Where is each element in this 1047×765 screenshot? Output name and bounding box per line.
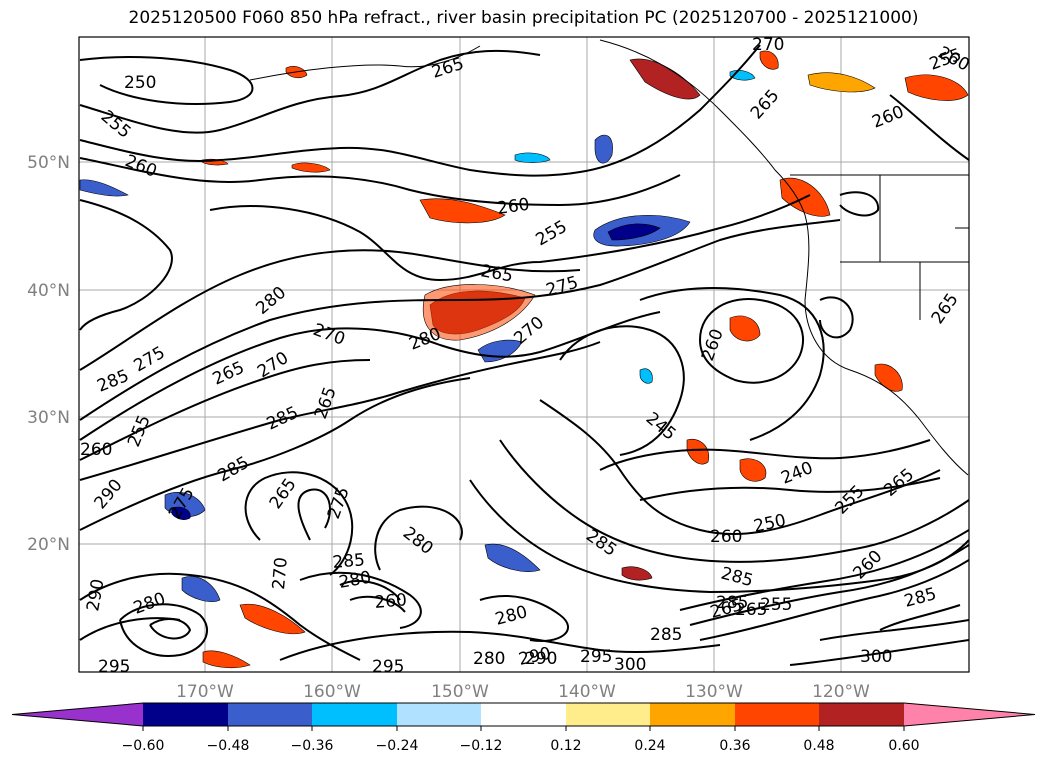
colorbar-tick-label: −0.12 — [460, 738, 503, 754]
contour-label: 290 — [525, 649, 557, 669]
lon-label: 170°W — [176, 682, 234, 702]
contour-label: 265 — [735, 600, 767, 620]
colorbar-tick-label: 0.12 — [550, 738, 581, 754]
contour-label: 250 — [124, 73, 156, 93]
contour-label: 295 — [580, 647, 612, 667]
colorbar-ticks: −0.60 −0.48 −0.36 −0.24 −0.12 0.12 0.24 … — [122, 738, 920, 754]
colorbar-cell — [397, 703, 481, 726]
contour-label: 300 — [860, 647, 892, 667]
lon-label: 160°W — [303, 682, 361, 702]
precip-blob — [739, 458, 767, 482]
contour-label: 285 — [650, 625, 682, 645]
colorbar-cell — [312, 703, 397, 726]
precip-blob — [181, 576, 221, 602]
contour-label: 260 — [374, 590, 408, 613]
precip-blob — [621, 566, 653, 581]
contour-label: 300 — [614, 655, 646, 675]
precip-blob — [239, 603, 306, 635]
precip-blob — [419, 198, 506, 224]
colorbar-cells — [11, 702, 1036, 731]
colorbar-tick-label: 0.60 — [888, 738, 919, 754]
contour-label: 270 — [269, 556, 292, 590]
contour-label: 260 — [710, 527, 742, 547]
precip-blob — [79, 179, 129, 197]
colorbar-over-extend — [904, 703, 1035, 726]
precip-blob — [202, 650, 251, 669]
contour-label: 295 — [98, 657, 130, 677]
precip-blob — [607, 223, 661, 241]
lat-label: 20°N — [27, 535, 70, 555]
colorbar-tick-label: −0.36 — [291, 738, 334, 754]
precip-blob — [514, 152, 551, 163]
lat-label: 30°N — [27, 408, 70, 428]
precip-blob — [904, 74, 969, 101]
precip-blob — [686, 438, 710, 465]
precip-blob — [171, 506, 191, 520]
colorbar-cell — [735, 703, 819, 726]
contour-label: 280 — [473, 649, 505, 669]
colorbar-tick-label: 0.48 — [803, 738, 834, 754]
contour-label: 295 — [372, 657, 404, 677]
precip-blob — [759, 50, 779, 70]
colorbar-cell — [650, 703, 735, 726]
latitude-labels: 50°N 40°N 30°N 20°N — [27, 153, 70, 555]
colorbar-cell — [143, 703, 228, 726]
contour-label: 285 — [332, 550, 366, 573]
lon-label: 130°W — [685, 682, 743, 702]
refractivity-contours — [79, 44, 969, 666]
precip-blob — [629, 58, 701, 100]
colorbar-tick-label: −0.48 — [207, 738, 250, 754]
colorbar-tick-label: 0.36 — [719, 738, 750, 754]
longitude-labels: 170°W 160°W 150°W 140°W 130°W 120°W — [176, 682, 870, 702]
colorbar-tick-label: −0.60 — [122, 738, 165, 754]
lat-label: 40°N — [27, 281, 70, 301]
precip-blob — [484, 543, 541, 572]
coastlines — [249, 39, 969, 476]
colorbar-cell — [566, 703, 650, 726]
precip-blob — [594, 134, 613, 164]
chart-title: 2025120500 F060 850 hPa refract., river … — [128, 8, 919, 28]
lat-label: 50°N — [27, 153, 70, 173]
colorbar-cell — [819, 703, 904, 726]
lon-label: 140°W — [558, 682, 616, 702]
precip-blob — [807, 72, 876, 93]
contour-label: 255 — [760, 595, 792, 615]
colorbar-under-extend — [12, 703, 143, 726]
colorbar-tick-label: 0.24 — [634, 738, 665, 754]
colorbar-cell — [481, 703, 566, 726]
precip-blob — [639, 368, 653, 384]
precip-blob — [729, 315, 761, 342]
contour-label: 285 — [716, 593, 748, 613]
contour-label: 270 — [752, 35, 784, 55]
lon-label: 150°W — [431, 682, 489, 702]
colorbar-cell — [228, 703, 312, 726]
map-frame — [78, 36, 970, 673]
precip-blob — [291, 162, 331, 173]
contour-label: 260 — [496, 195, 531, 219]
colorbar-tick-label: −0.24 — [376, 738, 419, 754]
precip-blob — [874, 363, 903, 392]
contour-label: 260 — [80, 440, 112, 460]
lon-label: 120°W — [812, 682, 870, 702]
